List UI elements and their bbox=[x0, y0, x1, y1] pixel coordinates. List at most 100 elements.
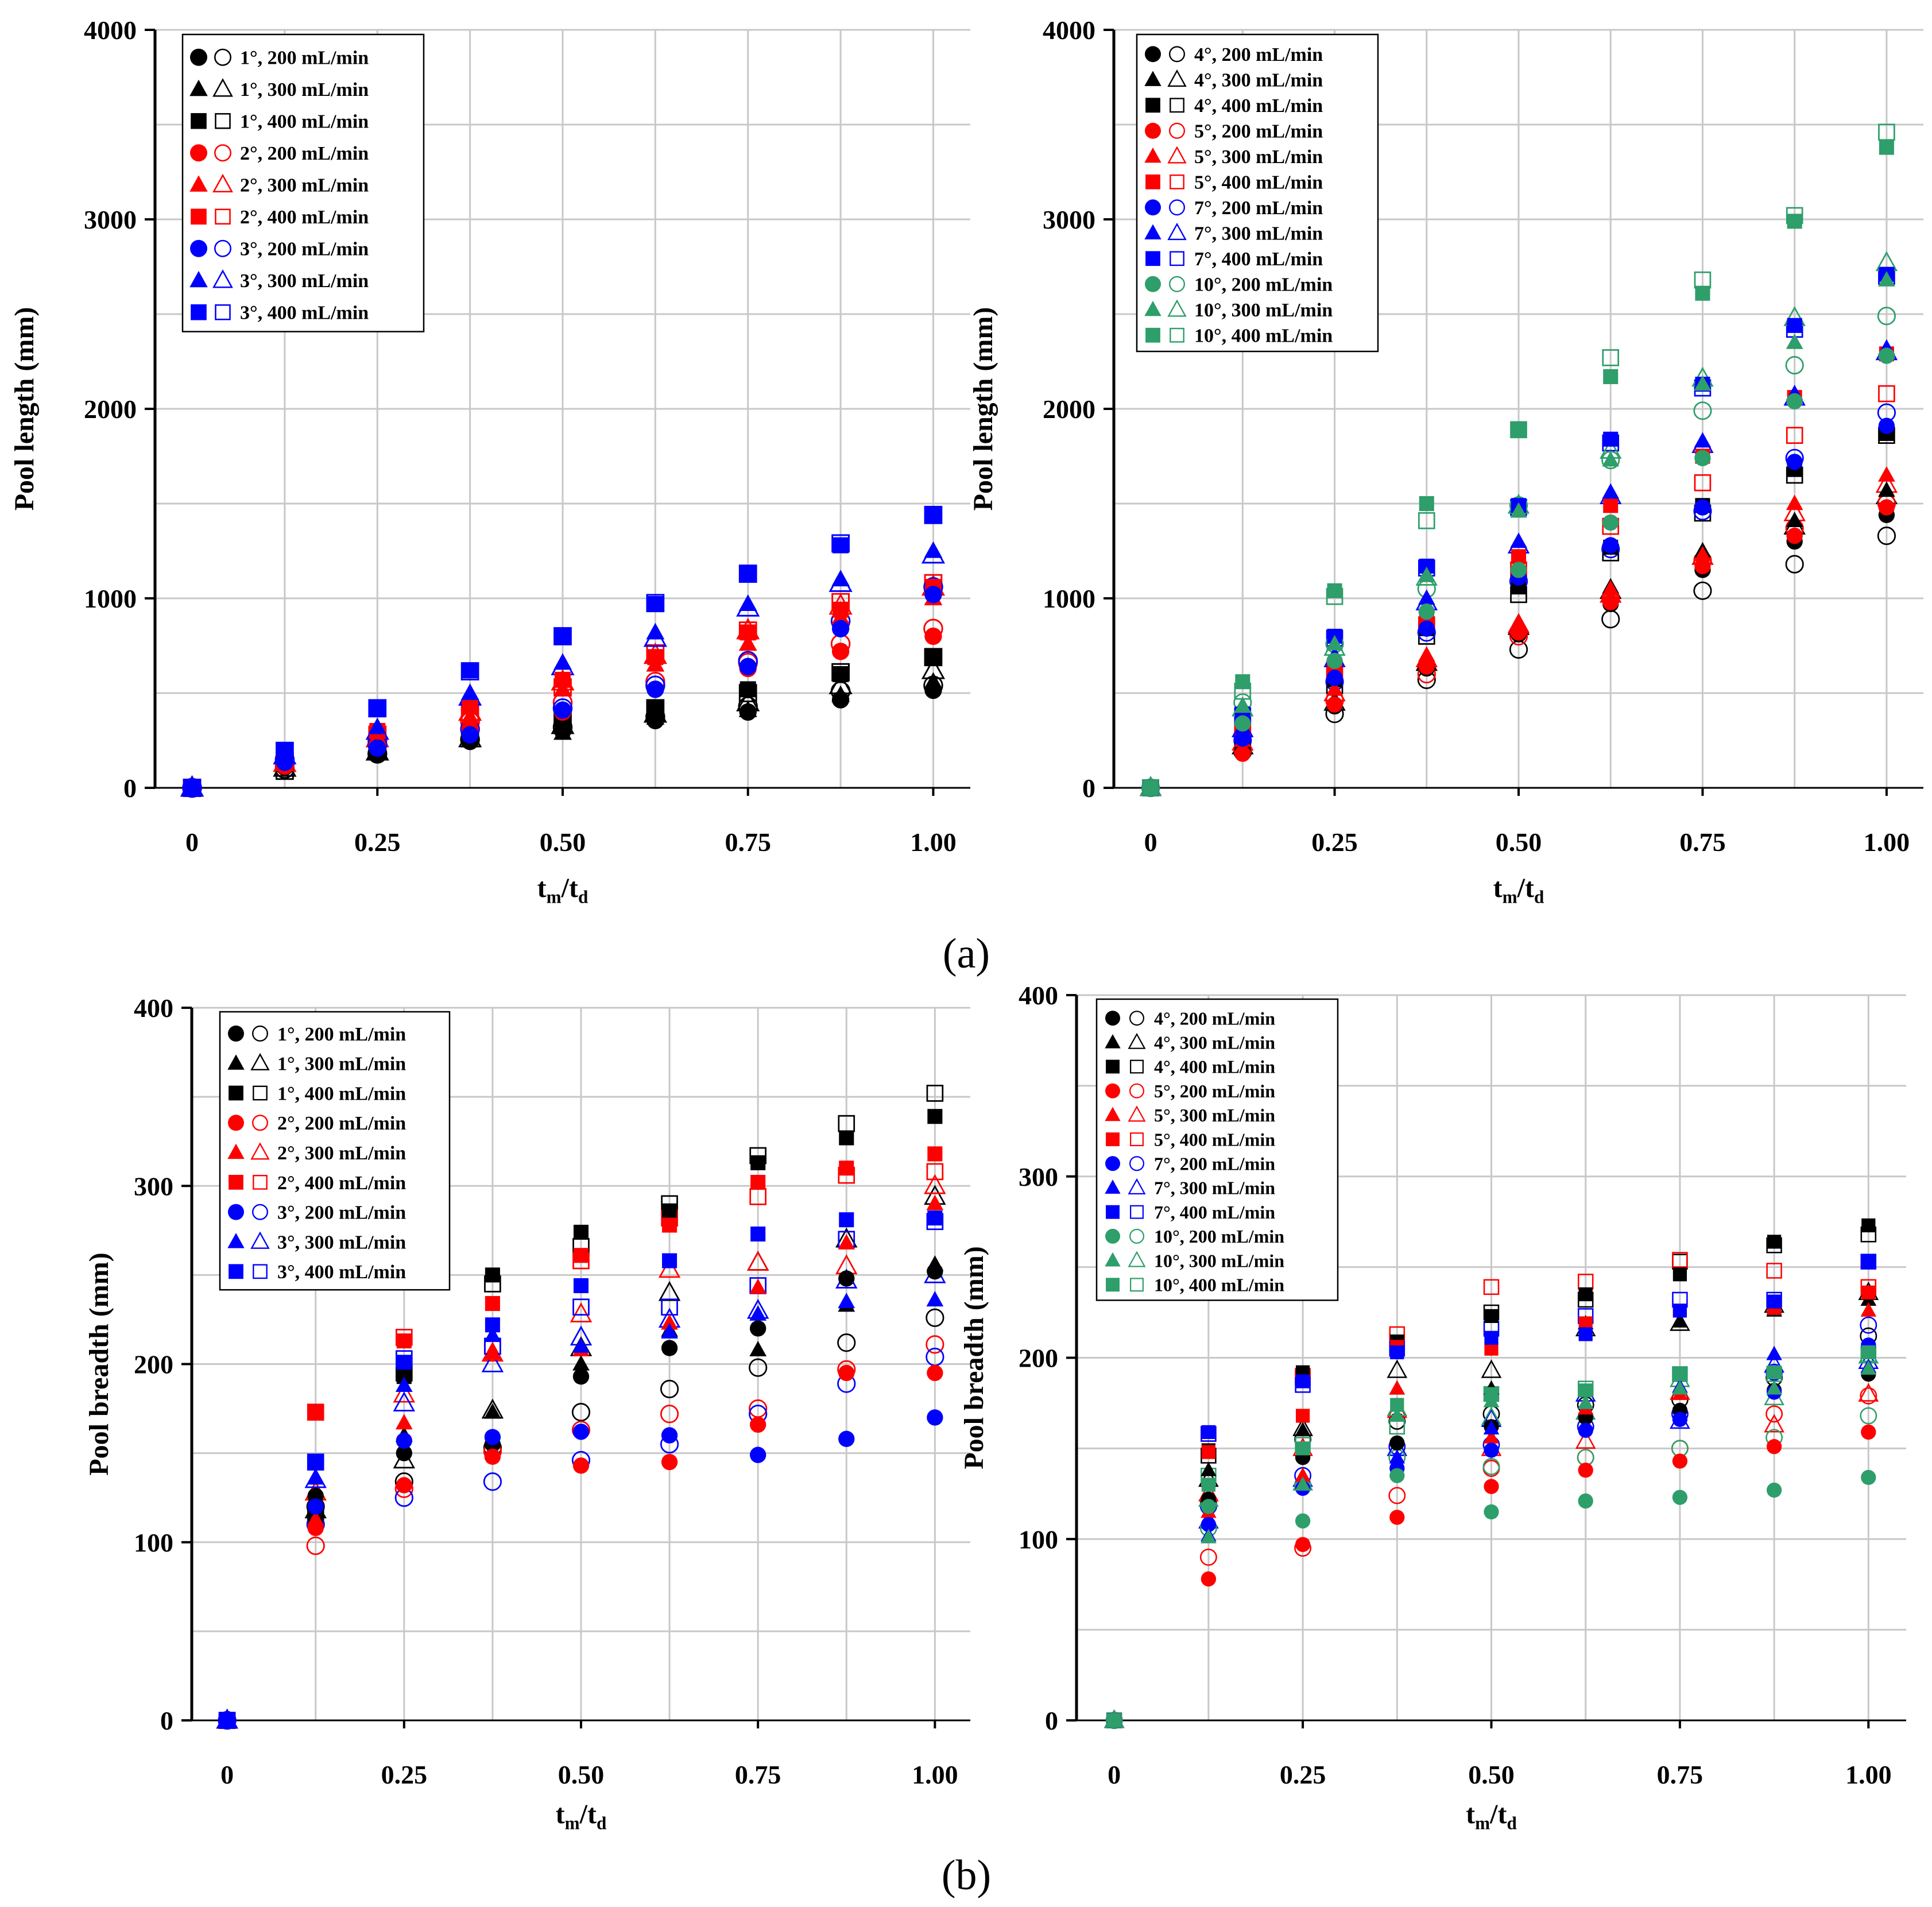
data-point-filled bbox=[750, 1175, 766, 1190]
data-point-filled bbox=[1767, 1235, 1782, 1249]
data-point-filled bbox=[739, 566, 756, 582]
data-point-filled bbox=[647, 595, 664, 612]
x-axis-label-mid: /t bbox=[561, 873, 578, 903]
data-point-filled bbox=[1602, 514, 1619, 531]
legend-label: 7°, 200 mL/min bbox=[1154, 1154, 1275, 1174]
y-tick-label: 300 bbox=[134, 1171, 173, 1201]
y-tick-label: 3000 bbox=[1043, 205, 1095, 234]
data-point-filled bbox=[924, 541, 943, 558]
data-point-filled bbox=[924, 672, 943, 689]
data-point-filled bbox=[1295, 1467, 1311, 1482]
data-point-filled bbox=[1484, 1442, 1499, 1458]
data-point-open bbox=[571, 1403, 591, 1422]
chart-a-left: 0 0.25 0.50 0.75 1.00 0 1000 2000 3000 4000 1°, … bbox=[9, 16, 970, 907]
data-point-filled bbox=[308, 1455, 323, 1470]
data-point-filled bbox=[462, 698, 478, 715]
legend-label: 7°, 200 mL/min bbox=[1194, 198, 1323, 219]
legend-marker-filled bbox=[189, 270, 208, 288]
legend-item: 7°, 400 mL/min bbox=[1106, 1202, 1275, 1223]
x-axis-label-sub1: m bbox=[565, 1813, 580, 1833]
data-point-filled bbox=[553, 723, 572, 740]
data-point-open bbox=[837, 1333, 856, 1352]
data-point-filled bbox=[1201, 1529, 1217, 1544]
data-point-filled bbox=[1326, 680, 1344, 696]
legend-label: 3°, 400 mL/min bbox=[277, 1262, 406, 1283]
x-tick-label: 0 bbox=[1144, 827, 1157, 857]
x-tick-label: 0.25 bbox=[1311, 827, 1358, 857]
legend-marker-open bbox=[214, 144, 231, 162]
data-point-open bbox=[1483, 1279, 1500, 1295]
data-point-filled bbox=[1766, 1380, 1782, 1395]
data-point-open bbox=[570, 1302, 593, 1322]
data-point-filled bbox=[1201, 1571, 1217, 1587]
legend-label: 1°, 200 mL/min bbox=[240, 48, 369, 69]
y-tick-label: 200 bbox=[1019, 1344, 1058, 1373]
data-point-filled bbox=[1389, 1468, 1405, 1483]
legend-marker-filled bbox=[189, 79, 208, 96]
data-point-filled bbox=[368, 717, 387, 734]
data-point-filled bbox=[1510, 614, 1527, 630]
grid bbox=[155, 29, 970, 788]
legend-label: 1°, 300 mL/min bbox=[240, 79, 369, 100]
data-points bbox=[1104, 1218, 1879, 1729]
x-axis-label-sub1: m bbox=[1475, 1813, 1490, 1833]
x-tick-label: 1.00 bbox=[1845, 1760, 1892, 1789]
legend-item: 10°, 300 mL/min bbox=[1144, 299, 1333, 321]
y-tick-label: 200 bbox=[134, 1350, 173, 1379]
y-tick-label: 0 bbox=[123, 773, 137, 803]
data-point-filled bbox=[1295, 1374, 1310, 1388]
legend-item: 3°, 300 mL/min bbox=[189, 269, 369, 292]
data-point-filled bbox=[396, 1477, 412, 1494]
legend: 4°, 200 mL/min 4°, 300 mL/min 4°, 400 mL/m… bbox=[1136, 33, 1379, 353]
legend-item: 4°, 400 mL/min bbox=[1106, 1057, 1275, 1077]
x-axis-label-main: t bbox=[1493, 873, 1503, 903]
data-point-filled bbox=[1578, 1422, 1593, 1438]
x-ticks: 0 0.25 0.50 0.75 1.00 bbox=[1144, 788, 1910, 857]
x-tick-label: 1.00 bbox=[1864, 827, 1910, 857]
data-point-filled bbox=[1786, 494, 1803, 510]
legend-item: 5°, 400 mL/min bbox=[1145, 172, 1323, 194]
data-point-open bbox=[1693, 581, 1712, 600]
y-tick-label: 0 bbox=[1082, 773, 1095, 803]
data-point-filled bbox=[1672, 1303, 1687, 1318]
data-point-filled bbox=[661, 1314, 678, 1330]
legend-marker-filled bbox=[1105, 1107, 1121, 1121]
data-point-filled bbox=[1861, 1345, 1876, 1360]
data-point-filled bbox=[1672, 1490, 1688, 1505]
data-point-open bbox=[572, 1298, 590, 1316]
x-tick-label: 0.75 bbox=[1679, 827, 1726, 857]
data-point-filled bbox=[1878, 466, 1895, 482]
data-point-open bbox=[660, 1379, 679, 1399]
data-point-filled bbox=[572, 1368, 590, 1385]
x-axis-label: tm/td bbox=[537, 873, 588, 907]
legend-marker-open bbox=[1170, 174, 1184, 189]
legend-marker-open bbox=[1130, 1059, 1144, 1074]
legend-label: 4°, 300 mL/min bbox=[1194, 70, 1323, 91]
data-point-filled bbox=[661, 1427, 678, 1444]
data-point-filled bbox=[1695, 285, 1710, 301]
legend-marker-filled bbox=[1145, 327, 1160, 343]
chart-a-right: 0 0.25 0.50 0.75 1.00 0 1000 2000 3000 4000 4°, … bbox=[968, 16, 1923, 907]
y-tick-label: 0 bbox=[160, 1706, 173, 1735]
data-point-filled bbox=[739, 624, 756, 641]
data-point-open bbox=[368, 699, 387, 718]
data-point-filled bbox=[484, 1344, 501, 1360]
data-point-filled bbox=[1786, 393, 1803, 409]
data-point-filled bbox=[1234, 697, 1252, 713]
legend-marker-filled bbox=[1106, 1278, 1120, 1292]
legend-label: 10°, 200 mL/min bbox=[1194, 274, 1333, 296]
x-tick-label: 0.50 bbox=[1468, 1760, 1515, 1789]
data-point-filled bbox=[485, 1267, 500, 1283]
legend-item: 5°, 200 mL/min bbox=[1145, 121, 1323, 142]
data-point-filled bbox=[1860, 1302, 1877, 1317]
data-point-filled bbox=[307, 1510, 324, 1526]
data-point-filled bbox=[646, 680, 664, 698]
legend-marker-filled bbox=[190, 48, 207, 66]
chart-b-left: 0 0.25 0.50 0.75 1.00 0 100 200 300 400 1°, 200 … bbox=[84, 993, 970, 1833]
data-point-open bbox=[1387, 1359, 1408, 1378]
data-point-filled bbox=[460, 683, 479, 701]
data-point-open bbox=[481, 1352, 504, 1372]
data-point-filled bbox=[1201, 1445, 1215, 1459]
x-tick-label: 0.50 bbox=[558, 1760, 605, 1789]
data-point-filled bbox=[838, 1233, 855, 1250]
